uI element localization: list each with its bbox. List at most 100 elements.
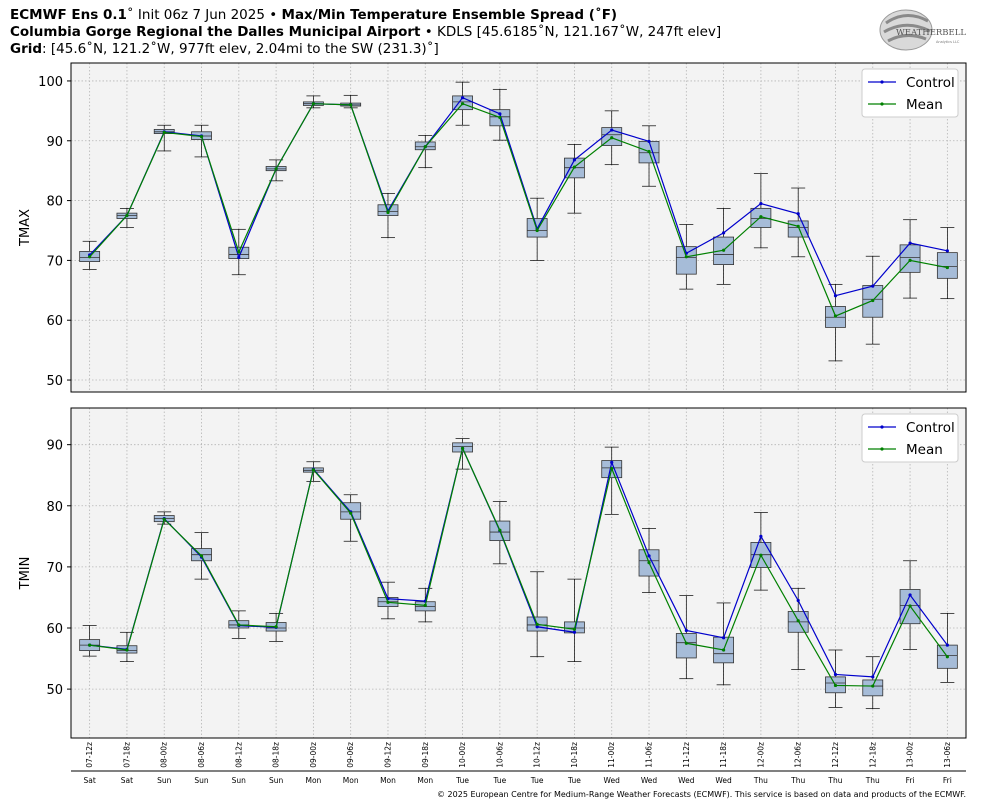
x-tick-label: 11-18z bbox=[719, 742, 728, 768]
x-day-label: Fri bbox=[906, 776, 915, 785]
plot-frame bbox=[70, 62, 967, 393]
mean-point bbox=[274, 167, 278, 171]
x-day-label: Thu bbox=[753, 776, 768, 785]
plot-background bbox=[71, 63, 966, 392]
mean-point bbox=[610, 466, 614, 471]
control-point bbox=[945, 249, 949, 253]
control-point bbox=[722, 231, 726, 235]
x-tick-label: 10-18z bbox=[570, 742, 579, 768]
legend-label-control: Control bbox=[906, 420, 955, 436]
control-line bbox=[89, 96, 948, 297]
control-point bbox=[237, 255, 241, 260]
legend-marker-control bbox=[880, 425, 884, 429]
legend-box bbox=[861, 413, 959, 463]
box-iqr bbox=[862, 679, 884, 697]
grid-info: : [45.6˚N, 121.2˚W, 977ft elev, 2.04mi t… bbox=[42, 41, 439, 57]
x-day-label: Sat bbox=[83, 776, 95, 785]
legend-marker-mean bbox=[880, 102, 884, 106]
control-point bbox=[908, 593, 912, 597]
legend-marker-control bbox=[880, 80, 884, 84]
mean-point bbox=[945, 655, 949, 659]
mean-point bbox=[796, 224, 800, 228]
product-title: Max/Min Temperature Ensemble Spread (˚F) bbox=[281, 7, 618, 23]
copyright-notice: © 2025 European Centre for Medium-Range … bbox=[437, 790, 966, 799]
legend: Control Mean bbox=[861, 413, 959, 463]
title-line-2: Columbia Gorge Regional the Dalles Munic… bbox=[10, 24, 721, 41]
title-line-3: Grid: [45.6˚N, 121.2˚W, 977ft elev, 2.04… bbox=[10, 41, 439, 58]
control-point bbox=[684, 628, 688, 633]
tmax-panel: 50 60 70 80 90 100 TMAX Control Mean bbox=[18, 62, 967, 393]
mean-point bbox=[162, 130, 166, 134]
mean-line bbox=[89, 102, 948, 317]
logo-sub: Analytics LLC bbox=[936, 40, 960, 44]
mean-point bbox=[460, 102, 465, 106]
mean-point bbox=[610, 136, 614, 140]
control-point bbox=[572, 630, 577, 634]
control-point bbox=[610, 128, 614, 132]
x-day-label: Tue bbox=[492, 776, 506, 785]
mean-point bbox=[908, 258, 912, 262]
mean-point bbox=[349, 103, 353, 107]
site-info: • KDLS [45.6185˚N, 121.167˚W, 247ft elev… bbox=[424, 24, 722, 40]
y-tick-label: 60 bbox=[46, 314, 63, 329]
x-tick-label: 08-12z bbox=[234, 742, 243, 768]
x-day-label: Wed bbox=[678, 776, 695, 785]
x-tick-label: 11-06z bbox=[645, 742, 654, 768]
legend-marker-mean bbox=[880, 447, 884, 451]
y-tick-label: 90 bbox=[46, 439, 63, 454]
control-point bbox=[796, 212, 800, 216]
x-tick-label: 09-00z bbox=[309, 742, 318, 768]
mean-point bbox=[460, 446, 465, 450]
control-point bbox=[833, 294, 838, 298]
weatherbell-logo: WEATHERBELL Analytics LLC bbox=[879, 9, 966, 51]
x-tick-label: 08-18z bbox=[272, 742, 281, 768]
x-day-label: Tue bbox=[567, 776, 581, 785]
mean-point bbox=[871, 684, 875, 688]
x-day-label: Thu bbox=[827, 776, 842, 785]
mean-point bbox=[759, 553, 763, 557]
x-day-label: Mon bbox=[305, 776, 321, 785]
x-day-label: Wed bbox=[641, 776, 658, 785]
x-day-label: Wed bbox=[604, 776, 621, 785]
box-iqr bbox=[936, 252, 958, 279]
x-tick-label: 08-00z bbox=[160, 742, 169, 768]
legend-label-mean: Mean bbox=[906, 97, 943, 113]
x-tick-label: 07-12z bbox=[85, 742, 94, 768]
mean-point bbox=[386, 600, 390, 604]
y-tick-label: 90 bbox=[46, 135, 63, 150]
mean-point bbox=[572, 165, 577, 169]
mean-point bbox=[88, 255, 92, 259]
mean-point bbox=[535, 228, 539, 233]
x-tick-label: 10-06z bbox=[495, 742, 504, 768]
control-point bbox=[572, 158, 577, 162]
tmin-panel: 50 60 70 80 90 TMIN Control Mean bbox=[18, 407, 967, 739]
mean-point bbox=[647, 561, 651, 565]
x-tick-label: 08-06z bbox=[197, 742, 206, 768]
x-tick-label: 12-06z bbox=[794, 742, 803, 768]
mean-point bbox=[274, 625, 278, 629]
x-tick-label: 12-18z bbox=[868, 742, 877, 768]
site-name: Columbia Gorge Regional the Dalles Munic… bbox=[10, 24, 421, 40]
mean-point bbox=[945, 265, 949, 270]
mean-point bbox=[237, 250, 241, 254]
mean-point bbox=[199, 134, 204, 139]
mean-point bbox=[386, 210, 390, 215]
y-tick-label: 50 bbox=[46, 683, 63, 698]
mean-point bbox=[125, 648, 129, 652]
mean-line bbox=[89, 446, 948, 687]
y-tick-label: 70 bbox=[46, 561, 63, 576]
mean-point bbox=[88, 643, 92, 647]
control-point bbox=[871, 284, 875, 288]
control-point bbox=[759, 201, 763, 206]
mean-point bbox=[311, 468, 315, 472]
x-tick-label: 10-12z bbox=[533, 742, 542, 768]
x-tick-label: 11-00z bbox=[607, 742, 616, 768]
mean-point bbox=[722, 648, 726, 652]
mean-point bbox=[349, 511, 353, 515]
mean-point bbox=[572, 627, 577, 631]
control-point bbox=[535, 625, 539, 629]
mean-point bbox=[498, 115, 502, 120]
x-tick-label: 07-18z bbox=[122, 742, 131, 768]
x-tick-label: 10-00z bbox=[458, 742, 467, 768]
